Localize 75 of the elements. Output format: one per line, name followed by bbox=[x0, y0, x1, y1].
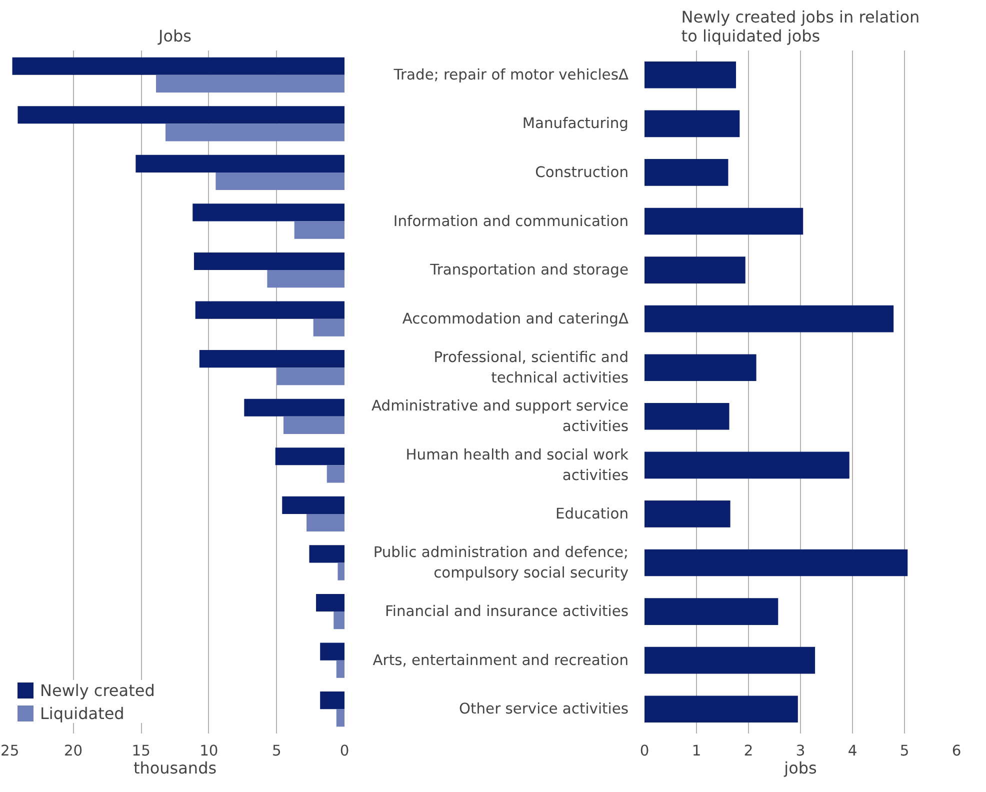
bar bbox=[326, 465, 344, 483]
bar bbox=[267, 270, 344, 288]
bar bbox=[275, 448, 344, 466]
bar bbox=[283, 416, 344, 434]
legend-label: Liquidated bbox=[40, 704, 124, 722]
y-tick-label: Professional, scientific and technical activities bbox=[434, 348, 629, 386]
x-tick-label: 10 bbox=[200, 742, 218, 760]
bar bbox=[644, 549, 908, 576]
bar bbox=[644, 452, 850, 479]
bar bbox=[320, 642, 344, 660]
bar bbox=[644, 696, 798, 723]
y-tick-label: Administrative and support service activities bbox=[372, 398, 629, 436]
bar bbox=[644, 646, 816, 674]
bar bbox=[644, 500, 730, 528]
bar bbox=[313, 318, 344, 336]
x-tick-label: 15 bbox=[132, 742, 150, 760]
bar bbox=[644, 110, 740, 138]
x-tick-label: 2 bbox=[744, 742, 754, 760]
x-tick-label: 25 bbox=[0, 742, 20, 760]
chart-title: Jobs bbox=[158, 26, 192, 46]
bar bbox=[244, 398, 344, 416]
x-tick-label: 0 bbox=[340, 742, 350, 760]
x-tick-label: 4 bbox=[848, 742, 858, 760]
y-tick-label: Other service activities bbox=[458, 700, 629, 718]
x-axis-title: jobs bbox=[783, 758, 817, 778]
bar bbox=[316, 594, 344, 612]
bar bbox=[336, 660, 344, 678]
bar bbox=[334, 612, 344, 630]
x-axis-title: thousands bbox=[133, 758, 217, 778]
bar bbox=[644, 256, 746, 284]
y-tick-label: Public administration and defence; compulsory social security bbox=[373, 544, 629, 582]
bar bbox=[644, 305, 894, 332]
y-tick-label: Education bbox=[556, 505, 628, 522]
y-tick-label: Transportation and storage bbox=[429, 262, 629, 279]
bar bbox=[338, 562, 344, 580]
bar bbox=[18, 106, 344, 124]
bar bbox=[282, 496, 344, 514]
x-tick-label: 0 bbox=[640, 742, 650, 760]
y-tick-label: Accommodation and cateringΔ bbox=[402, 310, 629, 328]
x-tick-label: 6 bbox=[952, 742, 962, 760]
bar bbox=[644, 402, 730, 430]
x-tick-label: 3 bbox=[796, 742, 806, 760]
bar bbox=[194, 252, 344, 270]
x-tick-label: 20 bbox=[64, 742, 83, 760]
bar bbox=[136, 154, 344, 172]
bar bbox=[12, 57, 344, 75]
bar bbox=[320, 692, 344, 710]
y-tick-label: Financial and insurance activities bbox=[385, 603, 629, 620]
bar bbox=[644, 354, 756, 382]
bar bbox=[166, 124, 344, 142]
bar bbox=[192, 204, 344, 222]
bar bbox=[644, 208, 804, 235]
x-tick-label: 1 bbox=[692, 742, 702, 760]
legend-label: Newly created bbox=[40, 680, 155, 700]
y-tick-label: Arts, entertainment and recreation bbox=[372, 652, 629, 669]
bar bbox=[195, 301, 344, 319]
y-tick-label: Trade; repair of motor vehiclesΔ bbox=[392, 66, 629, 84]
x-tick-label: 5 bbox=[272, 742, 282, 760]
bar bbox=[309, 545, 344, 563]
bar bbox=[216, 172, 344, 190]
bar bbox=[644, 159, 728, 186]
bar bbox=[156, 74, 344, 92]
bar bbox=[644, 61, 736, 88]
bar bbox=[306, 514, 344, 532]
y-tick-label: Construction bbox=[535, 164, 629, 181]
chart-title: Newly created jobs in relation to liquidated jobs bbox=[681, 8, 920, 46]
bar bbox=[336, 709, 344, 727]
y-tick-label: Human health and social work activities bbox=[406, 446, 630, 484]
x-tick-label: 5 bbox=[900, 742, 910, 760]
bar bbox=[644, 598, 778, 625]
y-tick-label: Manufacturing bbox=[522, 115, 629, 132]
bar bbox=[276, 368, 344, 386]
bar bbox=[199, 350, 344, 368]
y-tick-label: Information and communication bbox=[393, 212, 629, 230]
bar bbox=[294, 221, 344, 239]
